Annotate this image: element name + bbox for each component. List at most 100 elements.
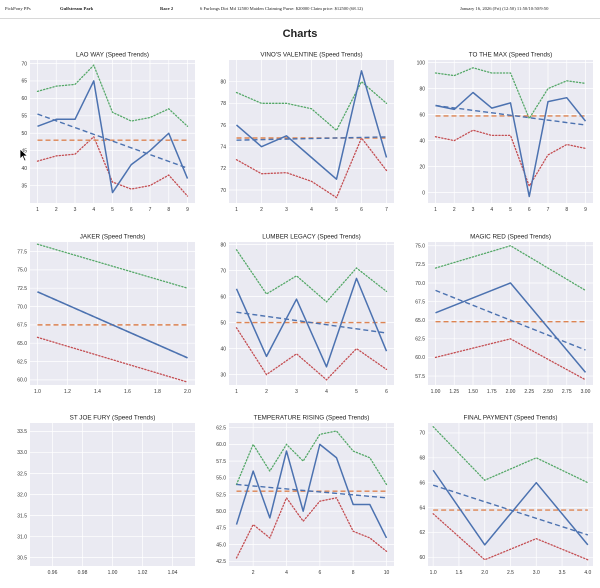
- y-tick-label: 0: [422, 190, 425, 196]
- lower-band-line: [36, 336, 189, 383]
- speed-figure-line: [236, 70, 388, 180]
- speed-figure-line: [37, 80, 189, 194]
- x-tick-label: 8: [167, 207, 170, 213]
- upper-band-line: [434, 67, 587, 120]
- y-tick-label: 67.5: [415, 299, 425, 305]
- chart-title: VINO'S VALENTINE (Speed Trends): [260, 52, 362, 59]
- x-tick-label: 1.4: [94, 389, 101, 395]
- x-tick-label: 0.98: [78, 570, 88, 576]
- y-tick-label: 55: [21, 114, 27, 120]
- site-name: PickPony PPs: [5, 6, 31, 11]
- trend-line: [435, 289, 586, 351]
- x-tick-label: 7: [149, 207, 152, 213]
- x-tick-label: 2.75: [562, 389, 572, 395]
- track-name: Gulfstream Park: [60, 6, 94, 11]
- x-tick-label: 2.50: [543, 389, 553, 395]
- race-number: Race 2: [160, 6, 174, 11]
- trend-line: [435, 104, 586, 126]
- x-tick-label: 2: [453, 207, 456, 213]
- x-tick-label: 1.2: [64, 389, 71, 395]
- y-tick-label: 45: [21, 148, 27, 154]
- y-tick-label: 64: [419, 505, 425, 511]
- lower-band-line: [235, 496, 388, 559]
- lower-band-line: [432, 513, 589, 561]
- y-tick-label: 80: [220, 242, 226, 248]
- speed-figure-line: [235, 277, 388, 368]
- upper-band-line: [235, 80, 388, 132]
- trend-line: [236, 136, 387, 141]
- x-tick-label: 3: [285, 207, 288, 213]
- y-tick-label: 65: [21, 79, 27, 85]
- x-tick-label: 2.00: [506, 389, 516, 395]
- chart-title: LAO WAY (Speed Trends): [76, 52, 149, 59]
- chart-svg: FINAL PAYMENT (Speed Trends) 1.0 1.5 2.0 2.5…: [419, 415, 593, 576]
- y-tick-label: 76: [220, 123, 226, 129]
- y-tick-label: 70: [21, 61, 27, 67]
- plot-area: [30, 242, 195, 385]
- x-tick-label: 4: [310, 207, 313, 213]
- x-tick-label: 3: [74, 207, 77, 213]
- x-tick-label: 1.50: [468, 389, 478, 395]
- y-tick-label: 70: [220, 268, 226, 274]
- y-tick-label: 32.0: [17, 492, 27, 498]
- trend-line: [432, 484, 589, 536]
- x-tick-label: 8: [352, 570, 355, 576]
- speed-trend-chart: LAO WAY (Speed Trends) 1 2 3 4 5 6 7 8 9 35 40 45 50 5…: [3, 47, 200, 225]
- x-tick-label: 1: [235, 207, 238, 213]
- x-tick-label: 6: [130, 207, 133, 213]
- x-tick-label: 7: [547, 207, 550, 213]
- y-tick-label: 57.5: [415, 374, 425, 380]
- y-tick-label: 72: [220, 166, 226, 172]
- y-tick-label: 33.0: [17, 450, 27, 456]
- y-tick-label: 35: [21, 183, 27, 189]
- y-tick-label: 70: [419, 431, 425, 437]
- y-tick-label: 20: [419, 164, 425, 170]
- chart-svg: VINO'S VALENTINE (Speed Trends) 1 2 3 4 5 6 7 70…: [220, 52, 394, 213]
- x-tick-label: 2.0: [481, 570, 488, 576]
- y-tick-label: 30.5: [17, 555, 27, 561]
- chart-title: LUMBER LEGACY (Speed Trends): [262, 234, 361, 241]
- x-tick-label: 10: [384, 570, 390, 576]
- top-info-bar: PickPony PPs Gulfstream Park Race 2 6 Fu…: [0, 0, 600, 19]
- y-tick-label: 60: [220, 294, 226, 300]
- y-tick-label: 30: [220, 372, 226, 378]
- x-tick-label: 3.0: [533, 570, 540, 576]
- x-tick-label: 1.75: [487, 389, 497, 395]
- speed-figure-line: [432, 469, 589, 546]
- y-tick-label: 74: [220, 144, 226, 150]
- y-tick-label: 50.0: [216, 509, 226, 515]
- y-tick-label: 72.5: [17, 286, 27, 292]
- y-tick-label: 75.0: [17, 268, 27, 274]
- y-tick-label: 72.5: [415, 262, 425, 268]
- race-date: January 16, 2026 (Fri) (12:50) 11:50/10:…: [460, 6, 549, 11]
- chart-title: MAGIC RED (Speed Trends): [470, 234, 551, 241]
- x-tick-label: 1: [36, 207, 39, 213]
- x-tick-label: 1.6: [124, 389, 131, 395]
- x-tick-label: 5: [509, 207, 512, 213]
- lower-band-line: [36, 135, 189, 197]
- x-tick-label: 6: [528, 207, 531, 213]
- speed-figure-line: [235, 443, 388, 539]
- lower-band-line: [235, 327, 388, 381]
- y-tick-label: 70.0: [17, 304, 27, 310]
- chart-svg: LAO WAY (Speed Trends)1 2 3 4 5 6 7 8 9354045505…: [21, 52, 195, 213]
- x-tick-label: 4.0: [584, 570, 591, 576]
- x-tick-label: 2: [265, 389, 268, 395]
- x-tick-label: 3.5: [559, 570, 566, 576]
- y-tick-label: 45.0: [216, 542, 226, 548]
- x-tick-label: 9: [186, 207, 189, 213]
- plot-area: [229, 242, 394, 385]
- y-tick-label: 80: [220, 79, 226, 85]
- chart-svg: LUMBER LEGACY (Speed Trends) 1 2 3 4 5 6 30 40 50…: [220, 234, 394, 395]
- y-tick-label: 60.0: [216, 442, 226, 448]
- x-tick-label: 2.5: [507, 570, 514, 576]
- y-tick-label: 100: [417, 60, 426, 66]
- x-tick-label: 2: [55, 207, 58, 213]
- x-tick-label: 1.04: [168, 570, 178, 576]
- x-tick-label: 6: [318, 570, 321, 576]
- y-tick-label: 40: [21, 166, 27, 172]
- lower-band-line: [434, 338, 587, 381]
- y-tick-label: 50: [220, 320, 226, 326]
- y-tick-label: 40: [419, 138, 425, 144]
- x-tick-label: 1.00: [431, 389, 441, 395]
